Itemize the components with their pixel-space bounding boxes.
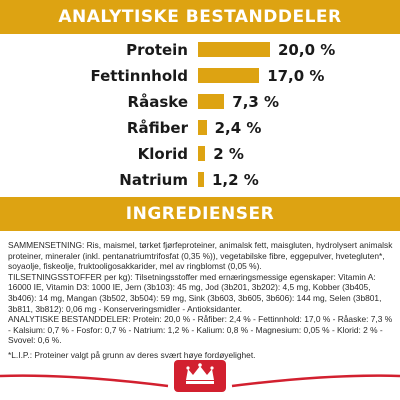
analysis-banner: ANALYTISKE BESTANDDELER (0, 0, 400, 34)
footnote-paragraph: *L.I.P.: Proteiner valgt på grunn av der… (8, 349, 256, 360)
analysis-bar (198, 42, 270, 57)
composition-paragraph: SAMMENSETNING: Ris, maismel, tørket fjør… (8, 240, 393, 272)
ingredients-banner: INGREDIENSER (0, 197, 400, 231)
analysis-value: 17,0 % (267, 67, 325, 85)
analysis-row-protein: Protein 20,0 % (0, 38, 400, 62)
royal-canin-crown-logo-icon (174, 360, 226, 392)
analysis-bar (198, 172, 204, 187)
analysis-value: 1,2 % (212, 171, 259, 189)
analysis-bar (198, 146, 206, 161)
analysis-title: ANALYTISKE BESTANDDELER (58, 7, 342, 27)
analysis-row-ash: Råaske 7,3 % (0, 90, 400, 114)
analysis-label: Fettinnhold (90, 67, 188, 85)
analysis-value: 2 % (213, 145, 244, 163)
footer-wave-decoration (0, 374, 400, 388)
additives-paragraph: TILSETNINGSSTOFFER per kg): Tilsetningss… (8, 271, 382, 314)
ingredients-title: INGREDIENSER (125, 204, 275, 224)
ingredients-text: SAMMENSETNING: Ris, maismel, tørket fjør… (8, 240, 394, 365)
analysis-label: Råfiber (126, 119, 188, 137)
analysis-value: 2,4 % (214, 119, 262, 137)
analysis-label: Klorid (137, 145, 188, 163)
analysis-bar (198, 68, 260, 83)
analysis-label: Protein (126, 41, 188, 59)
analysis-label: Natrium (119, 171, 188, 189)
analysis-row-fat: Fettinnhold 17,0 % (0, 64, 400, 88)
analysis-row-chloride: Klorid 2 % (0, 142, 400, 166)
analysis-value: 7,3 % (232, 93, 280, 111)
analysis-row-sodium: Natrium 1,2 % (0, 168, 400, 192)
analysis-value: 20,0 % (278, 41, 336, 59)
analysis-bar (198, 120, 207, 135)
analytical-paragraph: ANALYTISKE BESTANDDELER: Protein: 20,0 %… (8, 314, 393, 346)
analysis-label: Råaske (127, 93, 188, 111)
analysis-table: Protein 20,0 % Fettinnhold 17,0 % Råaske… (0, 38, 400, 189)
analysis-row-fiber: Råfiber 2,4 % (0, 116, 400, 140)
analysis-bar (198, 94, 225, 109)
